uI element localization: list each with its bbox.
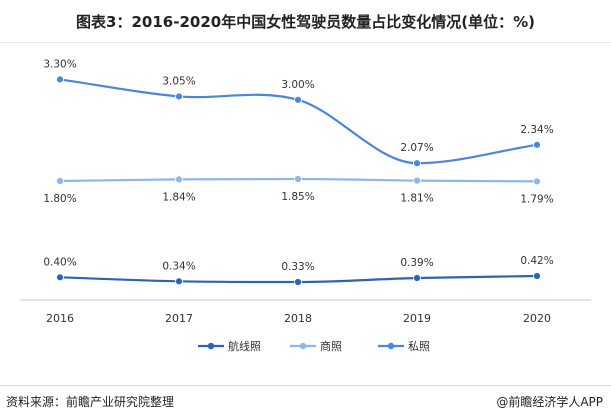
data-label: 2.34%: [520, 124, 553, 136]
data-point: [175, 92, 183, 101]
data-label: 1.79%: [520, 193, 553, 205]
data-label: 2.07%: [400, 142, 433, 154]
data-point: [175, 175, 183, 184]
data-point: [413, 159, 421, 168]
title-divider: [0, 42, 611, 43]
x-tick-label: 2018: [284, 312, 312, 325]
data-label: 3.00%: [281, 79, 314, 91]
legend-label: 商照: [320, 339, 342, 353]
legend-label: 私照: [408, 340, 430, 353]
data-point: [175, 277, 183, 286]
data-point: [56, 273, 64, 282]
data-point: [413, 274, 421, 282]
data-label: 0.33%: [281, 261, 314, 273]
x-tick-label: 2019: [403, 312, 431, 325]
legend-marker: [387, 342, 395, 350]
data-point: [294, 175, 302, 183]
x-tick-label: 2017: [165, 312, 193, 325]
data-label: 3.30%: [43, 58, 76, 70]
data-label: 0.39%: [400, 257, 433, 269]
data-point: [294, 278, 302, 286]
legend-label: 航线照: [228, 339, 261, 353]
data-label: 1.84%: [162, 191, 195, 203]
legend-marker: [207, 342, 215, 350]
data-point: [56, 75, 64, 84]
data-label: 1.80%: [43, 193, 76, 205]
data-point: [56, 177, 64, 185]
data-label: 0.34%: [162, 260, 195, 272]
data-label: 0.40%: [43, 256, 76, 268]
line-chart: 2016 2017 2018 2019 2020 0.40% 0.34% 0.33% 0.39%…: [20, 58, 591, 353]
footer: 资料来源：前瞻产业研究院整理 @前瞻经济学人APP: [0, 385, 611, 418]
data-point: [533, 140, 541, 149]
x-tick-label: 2020: [523, 312, 551, 325]
source-note: 资料来源：前瞻产业研究院整理: [6, 395, 175, 409]
data-label: 3.05%: [162, 75, 195, 87]
legend-marker: [299, 342, 307, 350]
data-point: [533, 272, 541, 280]
data-point: [413, 176, 421, 185]
series-line: [58, 78, 539, 165]
x-tick-label: 2016: [46, 312, 74, 325]
brand-credit: @前瞻经济学人APP: [496, 395, 603, 409]
data-label: 0.42%: [520, 255, 553, 267]
chart-title: 图表3：2016-2020年中国女性驾驶员数量占比变化情况(单位：%): [76, 13, 535, 31]
data-label: 1.85%: [281, 191, 314, 203]
data-label: 1.81%: [400, 193, 433, 205]
data-point: [533, 177, 541, 186]
data-point: [294, 95, 302, 104]
